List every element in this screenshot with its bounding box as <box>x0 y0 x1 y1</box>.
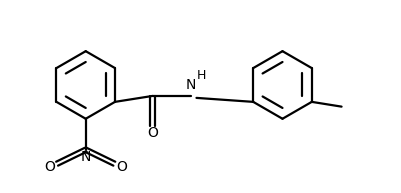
Text: N: N <box>186 78 196 92</box>
Text: O: O <box>147 126 158 140</box>
Text: N: N <box>80 150 91 163</box>
Text: O: O <box>45 160 55 174</box>
Text: O: O <box>116 160 127 174</box>
Text: H: H <box>196 69 206 82</box>
